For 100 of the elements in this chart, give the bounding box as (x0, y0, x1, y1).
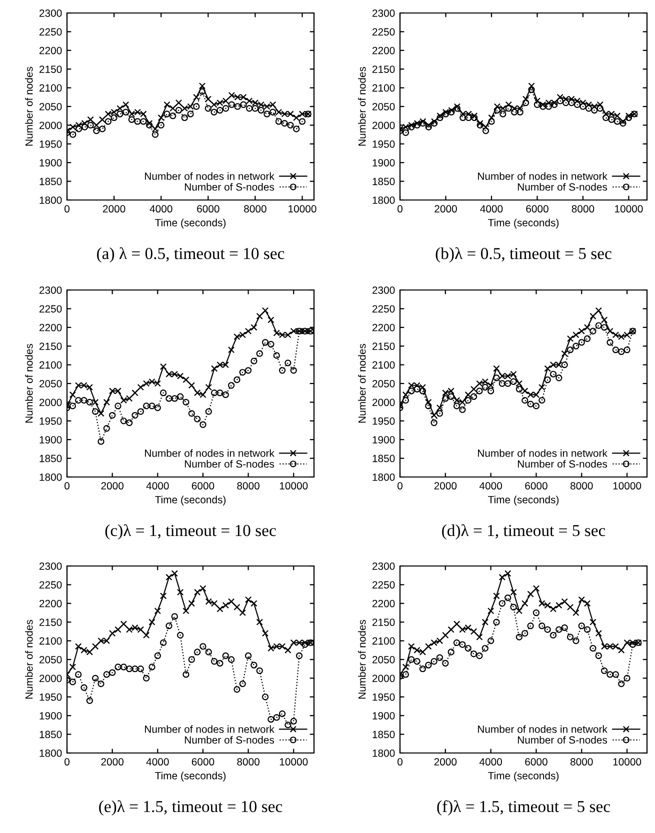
x-tick-label: 6000 (525, 758, 548, 766)
y-tick-label: 2250 (372, 28, 395, 36)
y-axis-title: Number of nodes (25, 620, 33, 699)
y-tick-label: 2000 (372, 674, 395, 682)
legend-label: Number of nodes in network (478, 725, 608, 733)
x-axis-title: Time (seconds) (488, 218, 559, 228)
y-tick-label: 1900 (372, 712, 395, 720)
y-tick-label: 2250 (372, 305, 395, 313)
y-tick-label: 2300 (372, 10, 395, 17)
x-tick-label: 4000 (146, 758, 169, 766)
x-tick-label: 0 (398, 482, 402, 490)
x-tick-label: 8000 (237, 482, 260, 490)
y-tick-label: 2000 (39, 122, 62, 130)
y-tick-label: 2150 (372, 342, 395, 350)
y-tick-label: 1850 (372, 730, 395, 738)
y-tick-label: 2250 (39, 305, 62, 313)
y-tick-label: 1900 (372, 159, 395, 166)
y-tick-label: 2150 (39, 618, 62, 626)
y-tick-label: 1800 (40, 196, 62, 204)
legend-label: Number of S-nodes (184, 460, 274, 468)
x-tick-label: 10000 (613, 482, 642, 490)
x-tick-label: 8000 (572, 205, 594, 213)
y-axis-title: Number of nodes (25, 344, 33, 423)
x-tick-label: 10000 (613, 758, 642, 766)
x-tick-label: 6000 (525, 482, 548, 490)
text: (e)λ = 1.5, timeout = 10 sec (99, 800, 282, 816)
y-tick-label: 1950 (372, 417, 395, 425)
y-tick-label: 2300 (372, 562, 395, 570)
y-tick-label: 1800 (40, 474, 62, 481)
y-tick-label: 2300 (39, 286, 62, 294)
y-tick-label: 1800 (40, 750, 62, 757)
y-tick-label: 1950 (40, 693, 62, 701)
y-tick-label: 1900 (372, 436, 395, 444)
legend-label: Number of S-nodes (184, 736, 274, 744)
y-tick-label: 2100 (39, 84, 62, 92)
x-tick-label: 10000 (280, 482, 308, 490)
x-tick-label: 10000 (280, 758, 308, 766)
y-tick-label: 1900 (40, 436, 62, 444)
x-tick-label: 0 (398, 205, 402, 213)
y-tick-label: 2200 (372, 324, 395, 332)
x-tick-label: 2000 (434, 205, 457, 213)
y-tick-label: 2250 (39, 581, 62, 589)
y-axis-title: Number of nodes (358, 66, 366, 146)
y-tick-label: 2100 (372, 84, 395, 92)
y-tick-label: 2300 (39, 562, 62, 570)
legend-label: Number of S-nodes (518, 460, 608, 468)
y-tick-label: 1950 (372, 140, 395, 148)
y-axis-title: Number of nodes (358, 344, 366, 423)
x-tick-label: 0 (64, 205, 70, 213)
y-tick-label: 2200 (39, 600, 62, 608)
legend-label: Number of nodes in network (145, 725, 274, 733)
y-tick-label: 1950 (40, 417, 62, 425)
x-tick-label: 8000 (570, 758, 593, 766)
y-tick-label: 1900 (40, 159, 62, 166)
x-tick-label: 6000 (192, 758, 214, 766)
y-tick-label: 2300 (372, 286, 395, 294)
x-tick-label: 0 (64, 758, 70, 766)
y-axis-title: Number of nodes (358, 620, 366, 699)
y-tick-label: 2200 (372, 600, 395, 608)
y-tick-label: 2250 (372, 581, 395, 589)
y-tick-label: 2200 (39, 46, 62, 54)
y-tick-label: 1900 (40, 712, 62, 720)
x-axis-title: Time (seconds) (155, 772, 226, 782)
x-tick-label: 10000 (288, 205, 316, 213)
legend-label: Number of S-nodes (518, 183, 608, 191)
x-tick-label: 6000 (192, 482, 214, 490)
y-tick-label: 1800 (372, 750, 395, 757)
y-tick-label: 2150 (39, 66, 62, 73)
y-tick-label: 2000 (372, 398, 395, 406)
y-tick-label: 1850 (40, 730, 62, 738)
y-tick-label: 2200 (372, 46, 395, 54)
legend-label: Number of S-nodes (518, 736, 608, 744)
y-tick-label: 2100 (39, 637, 62, 645)
legend-label: Number of nodes in network (145, 172, 274, 180)
x-tick-label: 8000 (570, 482, 593, 490)
y-tick-label: 2050 (39, 103, 62, 110)
y-tick-label: 1950 (40, 140, 62, 148)
y-tick-label: 2250 (39, 28, 62, 36)
legend-label: Number of nodes in network (478, 172, 608, 180)
y-tick-label: 1850 (372, 178, 395, 186)
y-tick-label: 2150 (39, 342, 62, 350)
y-tick-label: 2050 (372, 656, 395, 664)
text: (f)λ = 1.5, timeout = 5 sec (437, 800, 610, 816)
text: (a) λ = 0.5, timeout = 10 sec (97, 247, 284, 263)
y-tick-label: 2050 (39, 380, 62, 388)
x-tick-label: 2000 (101, 482, 124, 490)
x-axis-title: Time (seconds) (155, 218, 226, 228)
x-tick-label: 6000 (197, 205, 220, 213)
x-tick-label: 4000 (479, 482, 502, 490)
y-tick-label: 2000 (39, 674, 62, 682)
y-tick-label: 2300 (39, 10, 62, 17)
y-tick-label: 2050 (372, 103, 395, 110)
y-tick-label: 2050 (372, 380, 395, 388)
x-tick-label: 2000 (101, 758, 124, 766)
x-tick-label: 4000 (480, 205, 503, 213)
x-axis-title: Time (seconds) (155, 496, 226, 506)
y-tick-label: 2200 (39, 324, 62, 332)
text: (b)λ = 0.5, timeout = 5 sec (436, 247, 612, 263)
x-tick-label: 0 (398, 758, 402, 766)
legend-label: Number of nodes in network (478, 449, 608, 457)
